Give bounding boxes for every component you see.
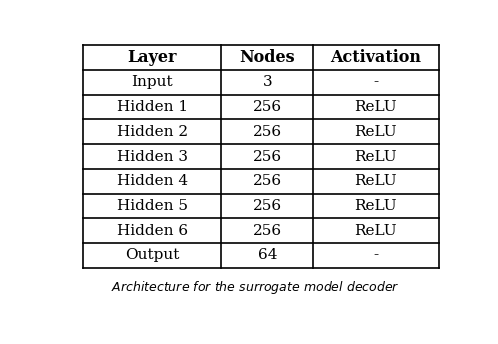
Text: Hidden 2: Hidden 2 <box>117 125 188 139</box>
Text: 256: 256 <box>252 224 282 238</box>
Text: 256: 256 <box>252 199 282 213</box>
Text: Input: Input <box>131 75 173 89</box>
Text: -: - <box>374 248 378 262</box>
Text: Hidden 6: Hidden 6 <box>117 224 188 238</box>
Text: Hidden 3: Hidden 3 <box>117 150 188 163</box>
Text: ReLU: ReLU <box>355 100 397 114</box>
Text: 256: 256 <box>252 174 282 188</box>
Text: 256: 256 <box>252 125 282 139</box>
Text: 256: 256 <box>252 150 282 163</box>
Text: 256: 256 <box>252 100 282 114</box>
Text: ReLU: ReLU <box>355 125 397 139</box>
Text: Layer: Layer <box>127 49 177 66</box>
Text: -: - <box>374 75 378 89</box>
Text: $\it{Architecture\ for\ the\ surrogate\ model\ decoder}$: $\it{Architecture\ for\ the\ surrogate\ … <box>111 279 399 296</box>
Text: 3: 3 <box>262 75 272 89</box>
Text: Activation: Activation <box>330 49 421 66</box>
Text: 64: 64 <box>257 248 277 262</box>
Text: ReLU: ReLU <box>355 224 397 238</box>
Text: Hidden 5: Hidden 5 <box>117 199 188 213</box>
Text: ReLU: ReLU <box>355 150 397 163</box>
Text: ReLU: ReLU <box>355 199 397 213</box>
Text: Output: Output <box>125 248 180 262</box>
Text: Hidden 1: Hidden 1 <box>117 100 188 114</box>
Text: Nodes: Nodes <box>240 49 295 66</box>
Text: Hidden 4: Hidden 4 <box>117 174 188 188</box>
Text: ReLU: ReLU <box>355 174 397 188</box>
